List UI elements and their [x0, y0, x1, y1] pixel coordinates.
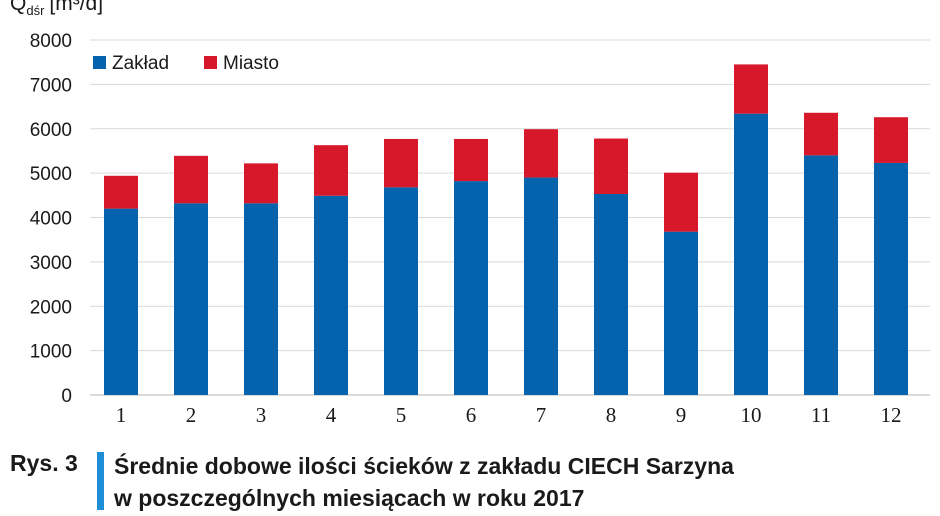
bar-zaklad-12	[874, 162, 908, 395]
bar-miasto-4	[314, 145, 348, 196]
bar-zaklad-9	[664, 231, 698, 395]
x-tick-label: 9	[676, 403, 687, 427]
legend-label: Miasto	[223, 53, 279, 74]
x-tick-label: 1	[116, 403, 127, 427]
y-tick-label: 2000	[30, 297, 72, 318]
bar-zaklad-2	[174, 203, 208, 395]
bar-miasto-10	[734, 64, 768, 114]
x-tick-label: 3	[256, 403, 267, 427]
x-tick-label: 10	[741, 403, 762, 427]
caption-text-line1: Średnie dobowe ilości ścieków z zakładu …	[114, 453, 734, 479]
y-tick-label: 8000	[30, 31, 72, 52]
bar-miasto-9	[664, 172, 698, 232]
x-tick-label: 7	[536, 403, 547, 427]
bar-miasto-7	[524, 129, 558, 178]
x-tick-label: 12	[881, 403, 902, 427]
legend-label: Zakład	[112, 53, 169, 74]
bar-miasto-5	[384, 138, 418, 188]
y-tick-label: 1000	[30, 342, 72, 363]
x-tick-label: 2	[186, 403, 197, 427]
bar-miasto-12	[874, 117, 908, 163]
bar-miasto-6	[454, 138, 488, 182]
bar-zaklad-3	[244, 203, 278, 395]
bar-zaklad-1	[104, 208, 138, 395]
y-tick-label: 4000	[30, 209, 72, 230]
bar-zaklad-7	[524, 177, 558, 395]
caption-text: Średnie dobowe ilości ścieków z zakładu …	[114, 450, 914, 514]
legend-swatch	[93, 56, 106, 69]
x-axis-ticks: 1 2 3 4 5 6 7 8 9 10 11 12	[116, 403, 902, 427]
y-tick-label: 5000	[30, 164, 72, 185]
bar-zaklad-11	[804, 155, 838, 395]
bar-zaklad-4	[314, 195, 348, 395]
bar-miasto-11	[804, 112, 838, 156]
y-tick-label: 7000	[30, 75, 72, 96]
figure-caption: Rys. 3 Średnie dobowe ilości ścieków z z…	[10, 448, 930, 512]
bar-miasto-1	[104, 175, 138, 209]
y-axis-ticks: 0 1000 2000 3000 4000 5000 6000 7000 8000	[30, 31, 72, 407]
caption-label: Rys. 3	[10, 450, 78, 476]
y-tick-label: 0	[61, 386, 72, 407]
gridlines	[90, 39, 930, 396]
x-tick-label: 11	[811, 403, 831, 427]
bar-zaklad-5	[384, 187, 418, 395]
bar-miasto-8	[594, 138, 628, 194]
y-tick-label: 6000	[30, 120, 72, 141]
bar-zaklad-6	[454, 181, 488, 395]
bar-miasto-2	[174, 155, 208, 204]
caption-accent-bar	[97, 452, 104, 510]
bars	[104, 64, 908, 395]
y-axis-label: Qdśr [m³/d]	[10, 0, 103, 18]
x-tick-label: 8	[606, 403, 617, 427]
x-tick-label: 4	[326, 403, 337, 427]
x-tick-label: 6	[466, 403, 477, 427]
legend-swatch	[204, 56, 217, 69]
bar-zaklad-8	[594, 193, 628, 395]
y-axis-label-unit: [m³/d]	[49, 0, 103, 15]
y-axis-label-main: Q	[10, 0, 26, 15]
y-axis-label-sub: dśr	[26, 3, 45, 18]
bar-zaklad-10	[734, 113, 768, 395]
legend: Zakład Miasto	[93, 53, 279, 74]
caption-text-line2: w poszczególnych miesiącach w roku 2017	[114, 485, 585, 511]
y-tick-label: 3000	[30, 253, 72, 274]
x-tick-label: 5	[396, 403, 407, 427]
bar-miasto-3	[244, 163, 278, 204]
